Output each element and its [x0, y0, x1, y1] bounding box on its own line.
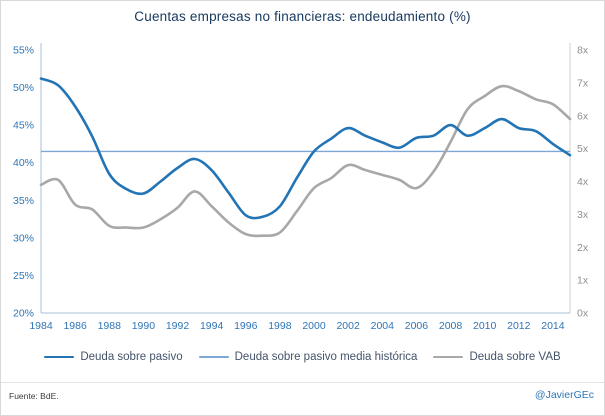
right-axis-tick-label: 0x [577, 308, 589, 320]
right-axis-tick-label: 4x [577, 176, 589, 188]
x-axis-tick-label: 1994 [200, 320, 224, 332]
series-line-deuda-sobre-vab [39, 84, 572, 238]
author-handle: @JavierGEc [534, 389, 594, 401]
x-axis-tick-label: 2008 [439, 320, 463, 332]
left-axis-tick-label: 25% [13, 270, 34, 282]
right-axis-tick-label: 8x [577, 45, 589, 57]
series-line-deuda-sobre-pasivo [39, 77, 572, 220]
x-axis-tick-label: 1988 [98, 320, 122, 332]
x-axis-tick-label: 1996 [234, 320, 258, 332]
source-note: Fuente: BdE. [9, 391, 59, 401]
left-axis-tick-label: 50% [13, 82, 34, 94]
left-axis-tick-label: 40% [13, 157, 34, 169]
footer: Fuente: BdE. @JavierGEc [1, 382, 604, 415]
right-axis-tick-label: 2x [577, 242, 589, 254]
x-axis-tick-label: 1990 [132, 320, 156, 332]
right-axis-tick-label: 6x [577, 110, 589, 122]
right-axis-tick-label: 7x [577, 77, 589, 89]
x-axis-tick-label: 2012 [507, 320, 531, 332]
x-axis-tick-label: 2004 [371, 320, 395, 332]
legend-label-media-historica: Deuda sobre pasivo media histórica [234, 351, 418, 363]
legend-swatch-media-historica [198, 356, 229, 358]
x-axis-tick-label: 2010 [473, 320, 497, 332]
legend-item-deuda-sobre-pasivo: Deuda sobre pasivo [44, 351, 183, 363]
chart-title: Cuentas empresas no financieras: endeuda… [134, 9, 471, 24]
right-axis-tick-label: 3x [577, 209, 589, 221]
x-axis-tick-label: 2014 [541, 320, 565, 332]
left-axis-tick-label: 30% [13, 232, 34, 244]
right-axis-tick-label: 1x [577, 275, 589, 287]
x-axis-tick-label: 1998 [268, 320, 292, 332]
x-axis-tick-label: 2000 [302, 320, 326, 332]
legend-item-media-historica: Deuda sobre pasivo media histórica [198, 351, 418, 363]
x-axis-tick-label: 2006 [405, 320, 429, 332]
legend-label-deuda-sobre-pasivo: Deuda sobre pasivo [80, 351, 183, 363]
legend-item-deuda-sobre-vab: Deuda sobre VAB [433, 351, 561, 363]
x-axis-tick-label: 1984 [29, 320, 53, 332]
legend-swatch-deuda-sobre-vab [433, 355, 464, 359]
left-axis-tick-label: 55% [13, 45, 34, 57]
legend-label-deuda-sobre-vab: Deuda sobre VAB [469, 351, 561, 363]
x-axis-tick-label: 1986 [63, 320, 87, 332]
left-axis-tick-label: 45% [13, 120, 34, 132]
left-axis-tick-label: 35% [13, 195, 34, 207]
x-axis-tick-label: 2002 [336, 320, 360, 332]
x-axis-tick-label: 1992 [166, 320, 190, 332]
legend: Deuda sobre pasivo Deuda sobre pasivo me… [1, 351, 604, 363]
legend-swatch-deuda-sobre-pasivo [44, 355, 75, 359]
plot-area: 20% 25% 30% 35% 40% 45% 50% 55% 0x 1x 2x 3x 4x 5x 6x 7x… [13, 43, 589, 332]
left-axis-tick-label: 20% [13, 308, 34, 320]
right-axis-tick-label: 5x [577, 143, 589, 155]
